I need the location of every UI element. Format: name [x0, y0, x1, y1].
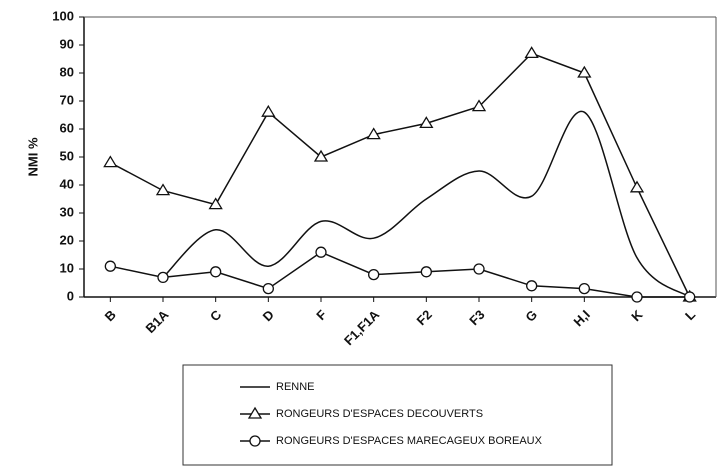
legend-marker [249, 435, 261, 447]
y-tick-label: 90 [60, 36, 74, 51]
x-tick-label: C [207, 307, 225, 325]
point [631, 291, 643, 303]
point [261, 104, 276, 117]
y-tick-label: 80 [60, 64, 74, 79]
y-tick-label: 100 [52, 8, 74, 23]
series-line [162, 110, 691, 298]
x-tick-label: F1,F1A [341, 307, 383, 349]
point [210, 266, 222, 278]
y-tick-label: 30 [60, 204, 74, 219]
series-line [109, 52, 691, 298]
legend-label: RENNE [276, 381, 315, 393]
point [629, 180, 645, 193]
y-tick-label: 0 [67, 288, 74, 303]
point [157, 271, 169, 284]
x-tick-label: G [522, 307, 540, 325]
point [366, 127, 381, 140]
legend-marker [247, 406, 263, 419]
point [155, 183, 171, 196]
point [577, 65, 592, 78]
point [208, 197, 223, 210]
y-tick-label: 40 [60, 176, 74, 191]
x-tick-label: B [102, 307, 119, 324]
legend-label: RONGEURS D'ESPACES DECOUVERTS [276, 408, 483, 420]
x-tick-label: D [260, 307, 277, 324]
point [420, 266, 432, 278]
x-tick-label: F [313, 307, 329, 323]
y-tick-label: 70 [60, 92, 74, 107]
point [313, 149, 329, 162]
x-tick-label: B1A [143, 307, 172, 336]
point [578, 282, 590, 295]
point [103, 155, 118, 168]
legend-box [182, 364, 613, 466]
x-tick-label: L [682, 307, 698, 323]
y-tick-label: 10 [60, 260, 74, 275]
x-tick-label: H,I [571, 307, 593, 329]
point [368, 268, 380, 281]
point [104, 260, 116, 272]
x-tick-label: F3 [466, 307, 487, 328]
point [473, 263, 485, 275]
x-tick-label: K [628, 307, 646, 325]
legend-label: RONGEURS D'ESPACES MARECAGEUX BOREAUX [276, 435, 543, 447]
point [471, 99, 487, 112]
y-axis-label: NMI % [25, 137, 40, 176]
y-tick-label: 50 [60, 148, 74, 163]
x-tick-label: F2 [414, 307, 435, 328]
y-tick-label: 60 [60, 120, 74, 135]
point [419, 116, 434, 129]
point [526, 280, 538, 292]
point [262, 282, 274, 295]
y-tick-label: 20 [60, 232, 74, 247]
series-line [110, 251, 690, 298]
point [684, 291, 696, 303]
point [524, 46, 539, 59]
point [315, 246, 327, 258]
